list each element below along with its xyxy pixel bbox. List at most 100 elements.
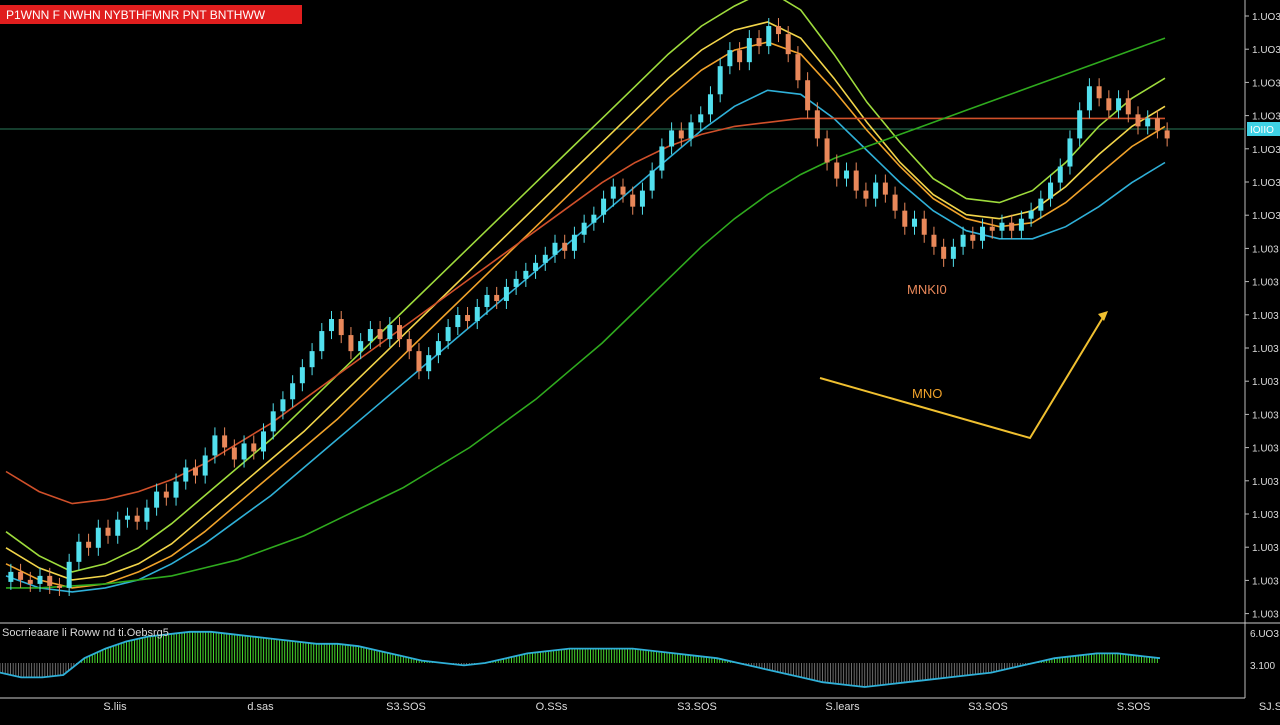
candle-bullish [746,38,752,63]
candle-bullish [1018,218,1024,231]
candle-bullish [552,242,558,255]
oscillator-line [0,630,1161,688]
candle-bullish [766,26,772,47]
candle-bearish [834,162,840,179]
candle-bearish [737,50,743,63]
candle-bearish [882,182,888,195]
candle-bullish [1067,138,1073,167]
candle-bearish [1135,114,1141,127]
price-tick-label: 1.U03 [1252,543,1279,554]
candle-bullish [309,351,315,368]
candle-bullish [445,327,451,342]
candle-bearish [338,319,344,336]
price-tick-label: 1.U03 [1252,477,1279,488]
candle-bearish [1009,222,1015,231]
candle-bearish [222,435,228,448]
time-tick-label: S3.SOS [677,701,717,713]
candle-bullish [115,519,121,536]
oscillator-tick-label: 6.UO3 [1250,629,1279,640]
candle-bullish [843,170,849,179]
candle-bearish [805,80,811,111]
candle-bullish [717,66,723,95]
candle-bearish [1106,98,1112,111]
candle-bullish [610,186,616,199]
candle-bullish [912,218,918,227]
candle-bullish [571,234,577,251]
candle-bullish [455,315,461,328]
price-tick-label: 1.U03 [1252,410,1279,421]
candle-bullish [299,367,305,384]
candle-bullish [95,527,101,548]
candle-bearish [1164,130,1170,139]
ma-line-yellow [5,21,1166,581]
time-tick-label: S3.SOS [968,701,1008,713]
price-tick-label: 1.U03 [1252,444,1279,455]
candle-bearish [678,130,684,139]
candle-bullish [358,341,364,352]
candle-bearish [931,234,937,247]
price-tick-label: 1.U03 [1252,311,1279,322]
candle-bullish [319,331,325,352]
candle-bearish [1125,98,1131,115]
ma-line-lime [5,0,1166,573]
candle-bullish [474,306,480,322]
time-tick-label: S.lears [825,701,860,713]
candle-bullish [669,130,675,147]
candle-bearish [1096,86,1102,99]
candle-bullish [435,341,441,356]
price-tick-label: 1.U03 [1252,610,1279,621]
candle-bullish [873,182,879,199]
candle-bullish [581,222,587,235]
candle-bullish [513,278,519,287]
candle-bullish [1057,166,1063,183]
candle-bullish [484,294,490,307]
candle-bearish [47,575,53,586]
header-banner [0,5,302,24]
candle-bearish [630,194,636,207]
candle-bullish [698,114,704,123]
candle-bullish [1048,182,1054,199]
candle-bullish [154,491,160,508]
candle-bearish [348,335,354,352]
price-tick-label: 1.UO3 [1252,78,1280,89]
candle-bullish [426,355,432,372]
candle-bullish [212,435,218,456]
candle-bullish [367,329,373,342]
price-tick-label: 1.U03 [1252,344,1279,355]
candle-bullish [533,262,539,271]
price-tick-label: 1.U03 [1252,576,1279,587]
candle-bullish [659,146,665,171]
price-tick-label: 1.U03 [1252,278,1279,289]
candle-bullish [707,94,713,115]
ma-line-red [5,117,1165,505]
candle-bullish [542,254,548,263]
candle-bullish [727,50,733,67]
price-tick-label: 1.U03 [1252,510,1279,521]
chart-title: P1WNN F NWHN NYBTHFMNR PNT BNTHWW [6,8,266,22]
ma-line-green [6,37,1166,589]
candle-bullish [950,246,956,259]
candle-bullish [66,561,72,588]
candle-bullish [1028,210,1034,219]
candle-bullish [639,190,645,207]
candle-bullish [76,541,82,562]
candle-bearish [192,467,198,476]
candle-bearish [562,242,568,251]
price-tick-label: 1.U03 [1252,244,1279,255]
candle-bearish [989,226,995,231]
candle-bearish [86,541,92,548]
candle-bullish [270,411,276,432]
candle-bearish [18,571,24,580]
candle-bullish [1038,198,1044,211]
candle-bearish [251,443,257,452]
candle-bullish [999,222,1005,231]
candle-bearish [620,186,626,195]
candle-bearish [56,585,62,588]
price-tick-label: 1.UO3 [1252,211,1280,222]
pattern-triangle[interactable] [819,313,1106,440]
time-tick-label: d.sas [247,701,274,713]
candle-bearish [785,34,791,55]
